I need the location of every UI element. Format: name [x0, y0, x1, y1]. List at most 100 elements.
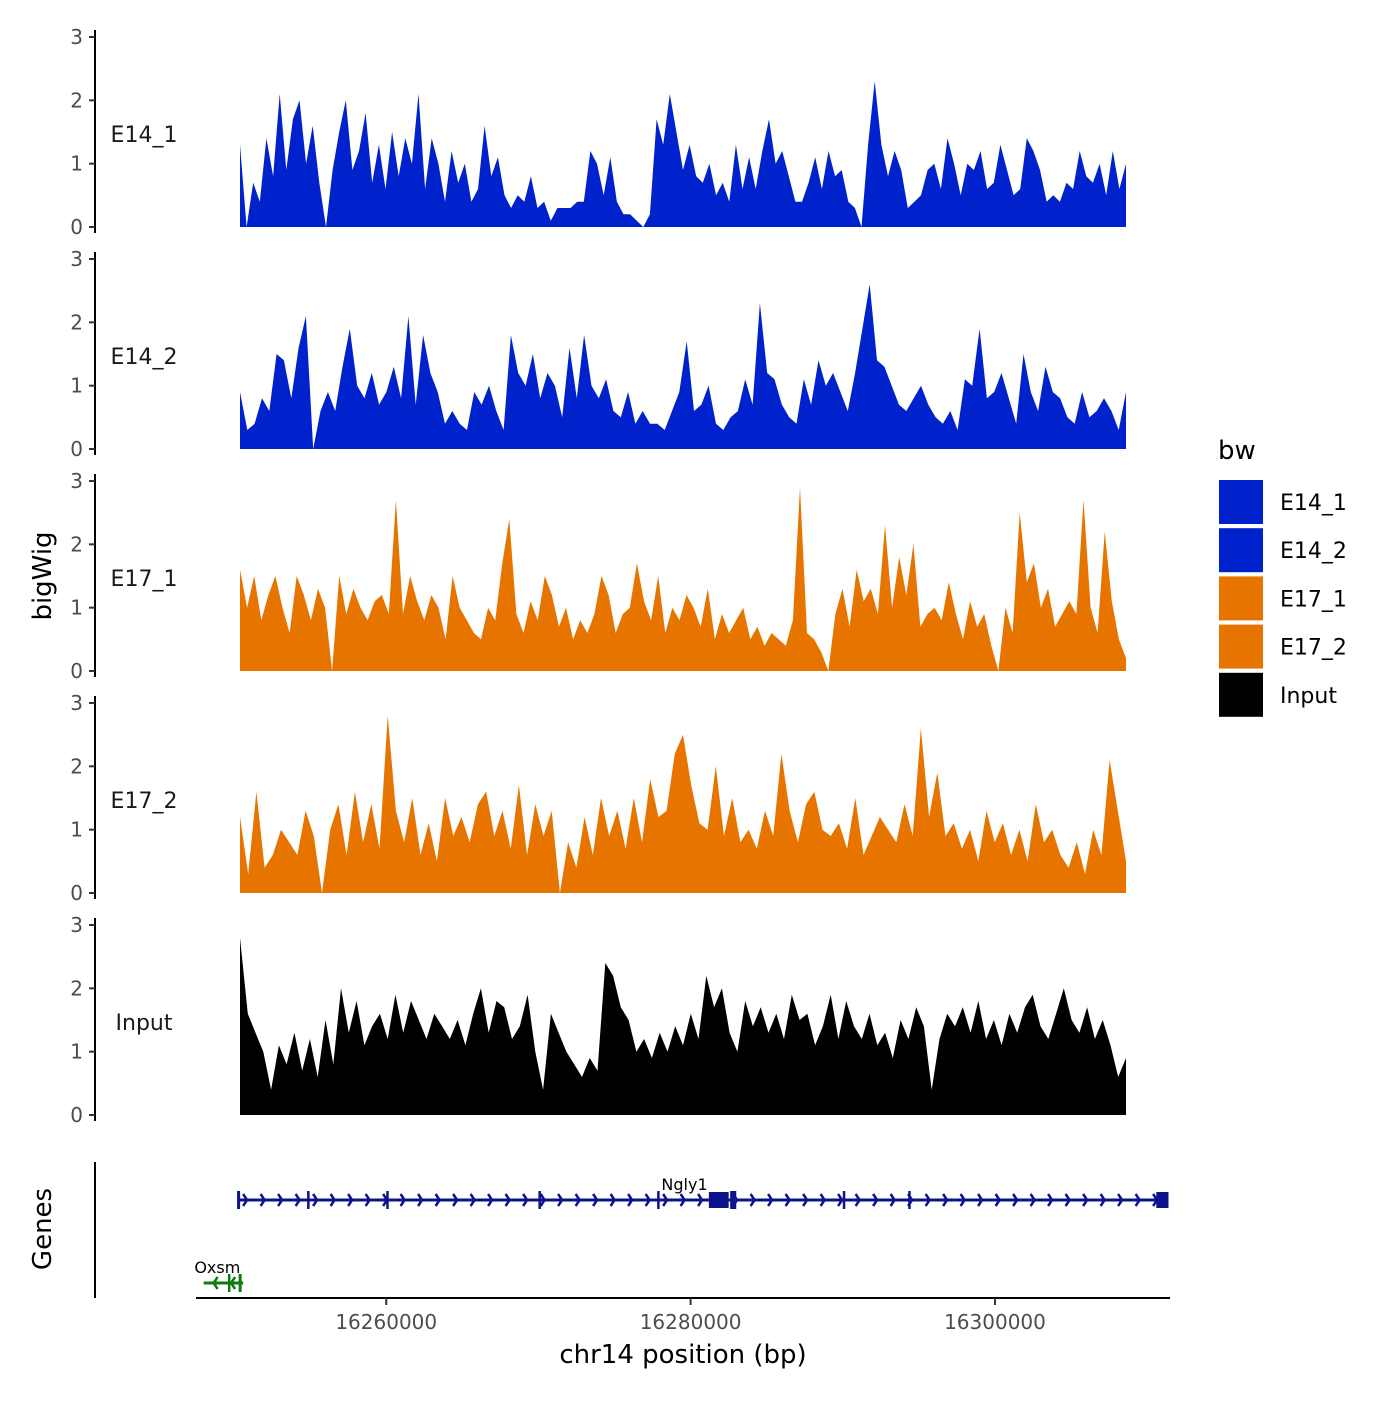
y-tick-label: 0: [70, 1103, 83, 1127]
y-tick-label: 0: [70, 215, 83, 239]
x-tick-label: 16280000: [640, 1310, 742, 1334]
y-tick-label: 3: [70, 247, 83, 271]
strand-chevron: [1134, 1193, 1142, 1207]
strand-chevron: [277, 1193, 284, 1207]
legend-item-Input: Input: [1219, 672, 1337, 717]
gene-Nglyl: Ngly1: [237, 1175, 1169, 1209]
track-label: E17_2: [111, 789, 178, 814]
y-tick-label: 1: [70, 818, 83, 842]
strand-chevron: [1099, 1193, 1107, 1207]
legend-item-E14_2: E14_2: [1219, 528, 1347, 573]
track-E17_1: 0 1 2 3 E17_1: [70, 469, 1126, 683]
y-tick-label: 2: [70, 976, 83, 1000]
gene-label: Oxsm: [194, 1258, 240, 1277]
strand-chevron: [854, 1193, 862, 1207]
y-tick-label: 0: [70, 437, 83, 461]
exon: [386, 1191, 389, 1209]
y-tick-label: 3: [70, 469, 83, 493]
exon: [842, 1191, 846, 1209]
strand-chevron: [1029, 1193, 1037, 1207]
strand-chevron: [749, 1193, 757, 1207]
y-tick-label: 2: [70, 310, 83, 334]
strand-chevron: [1082, 1193, 1089, 1207]
track-E14_2: 0 1 2 3 E14_2: [70, 247, 1126, 461]
strand-chevron: [469, 1193, 477, 1207]
strand-chevron: [942, 1193, 949, 1207]
y-tick-label: 2: [70, 754, 83, 778]
y-tick-label: 2: [70, 88, 83, 112]
legend-item-E14_1: E14_1: [1219, 480, 1347, 524]
strand-chevron: [504, 1193, 512, 1207]
legend-label: E14_2: [1280, 539, 1347, 564]
x-tick-label: 16300000: [944, 1310, 1046, 1334]
strand-chevron: [697, 1193, 704, 1207]
exon: [307, 1191, 310, 1209]
strand-chevron: [229, 1276, 237, 1290]
strand-chevron: [399, 1193, 407, 1207]
track-label: Input: [116, 1011, 173, 1036]
strand-chevron: [994, 1193, 1002, 1207]
strand-chevron: [487, 1193, 494, 1207]
x-axis: 16260000 16280000 16300000: [196, 1297, 1170, 1334]
y-tick-label: 1: [70, 374, 83, 398]
area-Input: [240, 937, 1126, 1115]
strand-chevron: [1012, 1193, 1019, 1207]
track-label: E17_1: [111, 567, 178, 592]
y-tick-label: 2: [70, 532, 83, 556]
strand-chevron: [784, 1193, 792, 1207]
strand-chevron: [417, 1193, 424, 1207]
legend: bw E14_1 E14_2 E17_1 E17_2 Input: [1218, 436, 1347, 717]
legend-swatch: [1219, 480, 1263, 524]
strand-chevron: [592, 1193, 599, 1207]
area-E17_1: [240, 487, 1126, 671]
strand-chevron: [364, 1193, 372, 1207]
area-E14_1: [240, 81, 1126, 227]
track-Input: 0 1 2 3 Input: [70, 913, 1126, 1127]
strand-chevron: [294, 1193, 302, 1207]
y-tick-label: 3: [70, 913, 83, 937]
y-tick-label: 3: [70, 691, 83, 715]
y-tick-label: 1: [70, 596, 83, 620]
exon: [657, 1191, 660, 1209]
strand-chevron: [347, 1193, 354, 1207]
strand-chevron: [434, 1193, 442, 1207]
legend-swatch: [1219, 576, 1263, 621]
exon: [1156, 1192, 1169, 1208]
strand-chevron: [312, 1193, 319, 1207]
strand-chevron: [679, 1193, 687, 1207]
legend-item-E17_1: E17_1: [1219, 576, 1347, 621]
legend-label: Input: [1280, 684, 1337, 709]
strand-chevron: [872, 1193, 879, 1207]
strand-chevron: [1117, 1193, 1124, 1207]
y-tick-label: 3: [70, 25, 83, 49]
exon: [227, 1274, 231, 1292]
exon: [708, 1192, 729, 1208]
strand-chevron: [977, 1193, 984, 1207]
legend-title: bw: [1218, 436, 1256, 466]
exon: [730, 1191, 737, 1209]
exon: [908, 1191, 911, 1209]
y-tick-label: 1: [70, 1040, 83, 1064]
strand-chevron: [557, 1193, 564, 1207]
legend-swatch: [1219, 672, 1263, 717]
genes-axis-title: Genes: [28, 1188, 58, 1270]
strand-chevron: [767, 1193, 774, 1207]
strand-chevron: [644, 1193, 652, 1207]
legend-swatch: [1219, 528, 1263, 573]
strand-chevron: [837, 1193, 844, 1207]
y-tick-label: 0: [70, 881, 83, 905]
strand-chevron: [522, 1193, 529, 1207]
strand-chevron: [329, 1193, 337, 1207]
y-tick-label: 1: [70, 152, 83, 176]
gene-label: Ngly1: [661, 1175, 707, 1194]
signal-tracks: 0 1 2 3 E14_1 0 1 2 3 E14_2 0 1 2 3 E17_1 0 1 2 3 E17_2 0 1 2 3…: [70, 25, 1126, 1127]
track-label: E14_2: [111, 345, 178, 370]
area-E14_2: [240, 284, 1126, 449]
legend-label: E17_2: [1280, 636, 1347, 661]
legend-label: E14_1: [1280, 491, 1347, 516]
strand-chevron: [627, 1193, 634, 1207]
strand-chevron: [924, 1193, 932, 1207]
legend-item-E17_2: E17_2: [1219, 624, 1347, 669]
